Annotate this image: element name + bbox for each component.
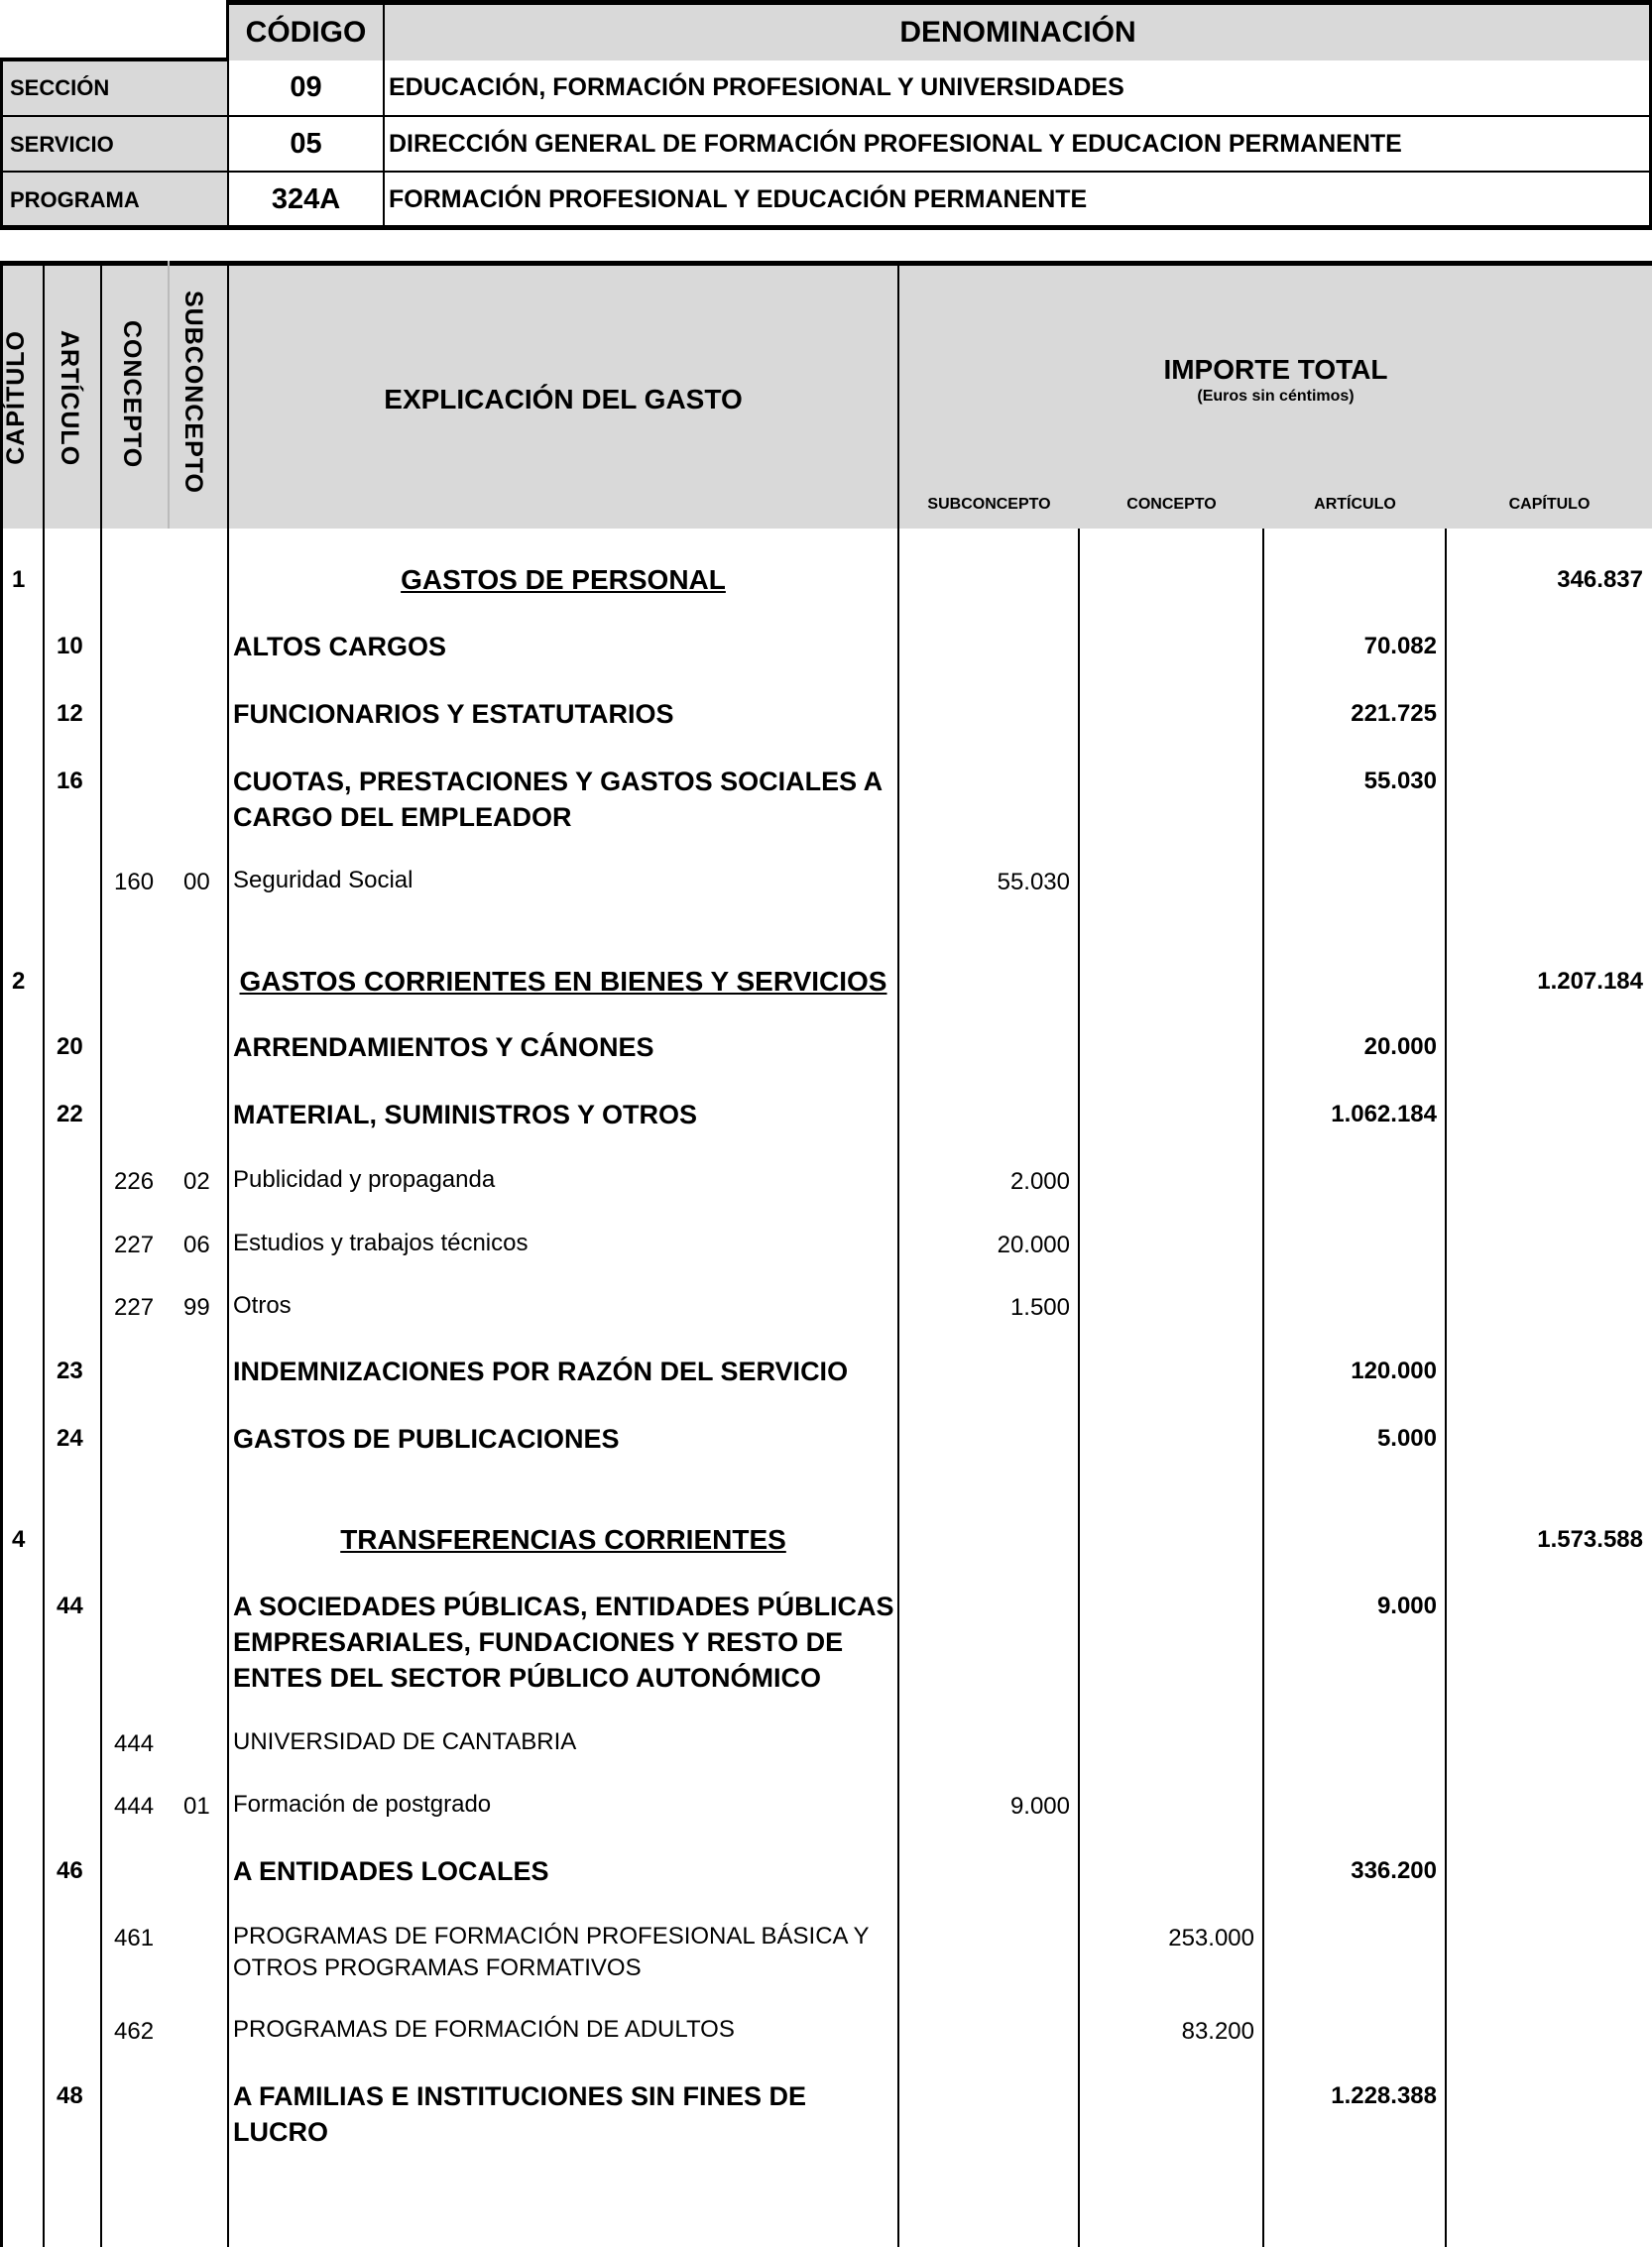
subconcepto-amount: 1.500 <box>1009 1294 1070 1321</box>
expense-description: ALTOS CARGOS <box>233 632 447 661</box>
concepto-code: 160 <box>114 869 155 895</box>
header-row-name: EDUCACIÓN, FORMACIÓN PROFESIONAL Y UNIVE… <box>389 73 1124 101</box>
capitulo-title: GASTOS CORRIENTES EN BIENES Y SERVICIOS <box>239 966 887 997</box>
articulo-amount: 1.228.388 <box>1331 2082 1437 2109</box>
subconcepto-code: 99 <box>183 1294 210 1321</box>
expense-description: Estudios y trabajos técnicos <box>233 1230 529 1256</box>
subconcepto-amount: 2.000 <box>1009 1168 1070 1195</box>
subconcepto-code: 00 <box>183 869 210 895</box>
articulo-code: 44 <box>57 1593 83 1619</box>
subconcepto-amount: 20.000 <box>997 1232 1070 1258</box>
expense-description: PROGRAMAS DE FORMACIÓN DE ADULTOS <box>233 2016 735 2043</box>
capitulo-code: 1 <box>12 566 26 593</box>
subconcepto-amount-header: SUBCONCEPTO <box>927 496 1051 513</box>
articulo-amount: 1.062.184 <box>1331 1101 1437 1127</box>
expense-description: Publicidad y propaganda <box>233 1166 496 1193</box>
explicacion-header: EXPLICACIÓN DEL GASTO <box>384 384 743 414</box>
capitulo-amount: 346.837 <box>1557 566 1643 593</box>
concepto-amount: 253.000 <box>1168 1925 1254 1951</box>
header-row-code: 324A <box>271 183 341 215</box>
expense-description: ARRENDAMIENTOS Y CÁNONES <box>233 1032 654 1062</box>
articulo-amount: 9.000 <box>1376 1593 1437 1619</box>
header-row-label: PROGRAMA <box>10 186 140 212</box>
expense-description: A FAMILIAS E INSTITUCIONES SIN FINES DE … <box>233 2081 807 2147</box>
articulo-amount-header: ARTÍCULO <box>1314 496 1396 513</box>
expense-description: FUNCIONARIOS Y ESTATUTARIOS <box>233 699 674 729</box>
subconcepto-amount: 55.030 <box>997 869 1070 895</box>
concepto-column-header: CONCEPTO <box>118 320 146 469</box>
articulo-code: 48 <box>57 2082 83 2109</box>
expense-description: INDEMNIZACIONES POR RAZÓN DEL SERVICIO <box>233 1357 849 1386</box>
articulo-amount: 20.000 <box>1363 1033 1437 1060</box>
articulo-column-header: ARTÍCULO <box>56 330 83 467</box>
articulo-amount: 5.000 <box>1376 1425 1437 1452</box>
articulo-code: 10 <box>57 633 83 659</box>
subconcepto-amount: 9.000 <box>1009 1793 1070 1820</box>
concepto-code: 227 <box>114 1232 155 1258</box>
expense-description: MATERIAL, SUMINISTROS Y OTROS <box>233 1100 698 1129</box>
capitulo-amount: 1.573.588 <box>1537 1526 1643 1553</box>
articulo-code: 23 <box>57 1358 83 1384</box>
capitulo-title: TRANSFERENCIAS CORRIENTES <box>340 1524 786 1555</box>
expense-description: A SOCIEDADES PÚBLICAS, ENTIDADES PÚBLICA… <box>233 1592 894 1693</box>
articulo-code: 46 <box>57 1857 83 1884</box>
articulo-code: 16 <box>57 768 83 794</box>
expense-description: GASTOS DE PUBLICACIONES <box>233 1424 620 1454</box>
expense-description: Otros <box>233 1292 292 1319</box>
header-row-code: 09 <box>290 71 322 103</box>
articulo-code: 24 <box>57 1425 83 1452</box>
subconcepto-code: 02 <box>183 1168 210 1195</box>
concepto-code: 444 <box>114 1730 155 1757</box>
articulo-amount: 336.200 <box>1351 1857 1437 1884</box>
subconcepto-code: 06 <box>183 1232 210 1258</box>
subconcepto-column-header: SUBCONCEPTO <box>179 291 207 495</box>
expense-description: UNIVERSIDAD DE CANTABRIA <box>233 1728 577 1755</box>
concepto-amount-header: CONCEPTO <box>1126 496 1217 513</box>
capitulo-code: 2 <box>12 968 26 995</box>
expense-description: Seguridad Social <box>233 867 413 893</box>
budget-table: CAPÍTULO ARTÍCULO CONCEPTO SUBCONCEPTO E… <box>0 261 1652 2247</box>
importe-subtitle: (Euros sin céntimos) <box>1197 388 1355 405</box>
capitulo-column-header: CAPÍTULO <box>2 330 30 465</box>
concepto-code: 461 <box>114 1925 155 1951</box>
program-header-table: CÓDIGO DENOMINACIÓN SECCIÓN 09 EDUCACIÓN… <box>0 0 1652 230</box>
codigo-header: CÓDIGO <box>245 16 367 49</box>
capitulo-code: 4 <box>12 1526 26 1553</box>
header-row-name: FORMACIÓN PROFESIONAL Y EDUCACIÓN PERMAN… <box>389 185 1088 213</box>
header-row-label: SERVICIO <box>10 131 114 157</box>
concepto-amount: 83.200 <box>1181 2018 1254 2045</box>
capitulo-title: GASTOS DE PERSONAL <box>401 564 726 595</box>
header-row-name: DIRECCIÓN GENERAL DE FORMACIÓN PROFESION… <box>389 130 1402 158</box>
articulo-amount: 221.725 <box>1351 700 1437 727</box>
concepto-code: 226 <box>114 1168 155 1195</box>
concepto-code: 444 <box>114 1793 155 1820</box>
subconcepto-code: 01 <box>183 1793 210 1820</box>
articulo-code: 22 <box>57 1101 83 1127</box>
expense-description: Formación de postgrado <box>233 1791 492 1818</box>
articulo-amount: 120.000 <box>1351 1358 1437 1384</box>
expense-description: CUOTAS, PRESTACIONES Y GASTOS SOCIALES A… <box>233 767 883 832</box>
concepto-code: 227 <box>114 1294 155 1321</box>
expense-description: PROGRAMAS DE FORMACIÓN PROFESIONAL BÁSIC… <box>233 1923 870 1981</box>
articulo-amount: 70.082 <box>1363 633 1437 659</box>
articulo-code: 20 <box>57 1033 83 1060</box>
expense-description: A ENTIDADES LOCALES <box>233 1856 549 1886</box>
header-row-label: SECCIÓN <box>10 74 110 100</box>
articulo-amount: 55.030 <box>1363 768 1437 794</box>
capitulo-amount-header: CAPÍTULO <box>1508 496 1591 513</box>
concepto-code: 462 <box>114 2018 155 2045</box>
importe-total-header: IMPORTE TOTAL <box>1163 354 1388 385</box>
articulo-code: 12 <box>57 700 83 727</box>
header-row-code: 05 <box>290 128 322 160</box>
denominacion-header: DENOMINACIÓN <box>899 16 1136 49</box>
capitulo-amount: 1.207.184 <box>1537 968 1643 995</box>
